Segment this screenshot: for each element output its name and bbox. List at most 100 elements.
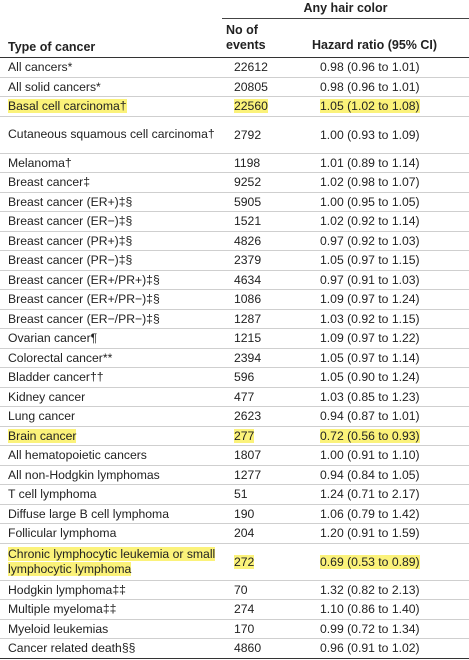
cancer-type-cell: Breast cancer (ER+/PR+)‡§ <box>0 270 226 290</box>
hazard-ratio-cell: 1.20 (0.91 to 1.59) <box>312 523 469 544</box>
events-cell: 1807 <box>226 445 312 466</box>
table-row: Ovarian cancer¶ 1215 1.09 (0.97 to 1.22) <box>0 328 469 349</box>
events-cell: 9252 <box>226 172 312 193</box>
column-group-rule <box>222 18 469 19</box>
cancer-type-cell: Kidney cancer <box>0 387 226 407</box>
cancer-type-cell-text: All solid cancers* <box>8 79 101 94</box>
hazard-ratio-cell: 1.32 (0.82 to 2.13) <box>312 580 469 600</box>
events-cell-text: 596 <box>234 370 255 385</box>
cancer-type-cell: Breast cancer (PR+)‡§ <box>0 231 226 251</box>
table-row: Lung cancer 2623 0.94 (0.87 to 1.01) <box>0 406 469 427</box>
hazard-ratio-cell-text: 1.00 (0.95 to 1.05) <box>320 194 420 209</box>
cancer-type-cell-text: All non-Hodgkin lymphomas <box>8 467 160 482</box>
hazard-ratio-cell: 0.96 (0.91 to 1.02) <box>312 638 469 659</box>
table-row: Cancer related death§§ 4860 0.96 (0.91 to … <box>0 638 469 659</box>
hazard-ratio-cell: 0.99 (0.72 to 1.34) <box>312 619 469 639</box>
cancer-type-cell-text: Breast cancer (ER+)‡§ <box>8 194 133 209</box>
hazard-ratio-cell-text: 1.05 (1.02 to 1.08) <box>320 99 420 114</box>
hazard-ratio-cell-text: 0.69 (0.53 to 0.89) <box>320 554 420 569</box>
cancer-type-cell: Ovarian cancer¶ <box>0 328 226 349</box>
hazard-ratio-cell-text: 1.01 (0.89 to 1.14) <box>320 155 420 170</box>
table-row: T cell lymphoma 51 1.24 (0.71 to 2.17) <box>0 484 469 505</box>
hazard-ratio-cell: 1.09 (0.97 to 1.22) <box>312 328 469 349</box>
events-cell: 1521 <box>226 211 312 232</box>
events-cell-text: 204 <box>234 526 255 541</box>
hazard-ratio-cell-text: 0.98 (0.96 to 1.01) <box>320 60 420 75</box>
events-cell: 4634 <box>226 270 312 290</box>
hazard-ratio-cell-text: 1.32 (0.82 to 2.13) <box>320 582 420 597</box>
cancer-type-cell-text: Breast cancer‡ <box>8 175 90 190</box>
hazard-ratio-cell: 0.94 (0.87 to 1.01) <box>312 406 469 427</box>
hazard-ratio-cell-text: 1.05 (0.97 to 1.14) <box>320 350 420 365</box>
hazard-ratio-cell: 1.00 (0.93 to 1.09) <box>312 116 469 154</box>
column-group-title: Any hair color <box>303 1 388 15</box>
hazard-ratio-cell-text: 0.97 (0.91 to 1.03) <box>320 272 420 287</box>
hazard-ratio-cell-text: 0.99 (0.72 to 1.34) <box>320 621 420 636</box>
cancer-type-cell-text: Breast cancer (ER+/PR−)‡§ <box>8 292 160 307</box>
cancer-type-cell-text: Multiple myeloma‡‡ <box>8 602 117 617</box>
cancer-type-cell-text: Melanoma† <box>8 155 72 170</box>
events-cell-text: 1198 <box>234 155 261 170</box>
cancer-type-cell-text: Lung cancer <box>8 409 76 424</box>
events-cell-text: 22560 <box>234 99 268 114</box>
events-cell-text: 70 <box>234 582 248 597</box>
events-cell-text: 9252 <box>234 175 262 190</box>
column-header-hazard-ratio: Hazard ratio (95% CI) <box>312 38 438 52</box>
events-cell-text: 20805 <box>234 79 268 94</box>
cancer-type-cell: Diffuse large B cell lymphoma <box>0 504 226 524</box>
cancer-type-cell-text: All cancers* <box>8 60 73 75</box>
events-cell-text: 1287 <box>234 311 262 326</box>
hazard-ratio-cell-text: 0.97 (0.92 to 1.03) <box>320 233 420 248</box>
table-row: Colorectal cancer** 2394 1.05 (0.97 to 1.1… <box>0 348 469 368</box>
cancer-type-cell: Basal cell carcinoma† <box>0 96 226 117</box>
events-cell: 51 <box>226 484 312 505</box>
hazard-ratio-cell: 1.05 (0.97 to 1.15) <box>312 250 469 271</box>
cancer-type-cell-text: All hematopoietic cancers <box>8 448 147 463</box>
cancer-type-cell-text: T cell lymphoma <box>8 487 97 502</box>
cancer-type-cell: Cancer related death§§ <box>0 638 226 659</box>
cancer-type-cell-text: Cancer related death§§ <box>8 641 136 656</box>
cancer-type-cell: Breast cancer (PR−)‡§ <box>0 250 226 271</box>
hazard-ratio-cell-text: 1.02 (0.92 to 1.14) <box>320 214 420 229</box>
table-row: Hodgkin lymphoma‡‡ 70 1.32 (0.82 to 2.13) <box>0 580 469 600</box>
cancer-type-cell: Breast cancer (ER+)‡§ <box>0 192 226 212</box>
events-cell-text: 1086 <box>234 292 262 307</box>
hazard-ratio-cell-text: 1.02 (0.98 to 1.07) <box>320 175 420 190</box>
hazard-ratio-cell-text: 0.94 (0.84 to 1.05) <box>320 467 420 482</box>
events-cell: 1086 <box>226 289 312 310</box>
cancer-type-cell: All non-Hodgkin lymphomas <box>0 465 226 485</box>
events-cell: 22560 <box>226 96 312 117</box>
table-row: Basal cell carcinoma† 22560 1.05 (1.02 to … <box>0 96 469 117</box>
hazard-ratio-cell-text: 1.00 (0.91 to 1.10) <box>320 448 420 463</box>
table-row: Follicular lymphoma 204 1.20 (0.91 to 1.59… <box>0 523 469 544</box>
cancer-type-cell-text: Breast cancer (ER+/PR+)‡§ <box>8 272 160 287</box>
events-cell-text: 2792 <box>234 127 262 142</box>
cancer-type-cell-text: Breast cancer (ER−/PR−)‡§ <box>8 311 160 326</box>
hazard-ratio-cell-text: 1.03 (0.92 to 1.15) <box>320 311 420 326</box>
hazard-ratio-cell-text: 1.05 (0.90 to 1.24) <box>320 370 420 385</box>
events-cell: 274 <box>226 599 312 620</box>
events-cell: 22612 <box>226 58 312 78</box>
hazard-ratio-cell: 0.98 (0.96 to 1.01) <box>312 77 469 97</box>
cancer-type-cell-text: Breast cancer (ER−)‡§ <box>8 214 133 229</box>
table-body: All cancers* 22612 0.98 (0.96 to 1.01) All … <box>0 58 469 659</box>
events-cell: 1198 <box>226 153 312 173</box>
cancer-type-cell: Hodgkin lymphoma‡‡ <box>0 580 226 600</box>
hazard-ratio-cell: 0.69 (0.53 to 0.89) <box>312 543 469 581</box>
events-cell-text: 1215 <box>234 331 262 346</box>
hazard-ratio-cell-text: 1.09 (0.97 to 1.24) <box>320 292 420 307</box>
cancer-type-cell-text: Colorectal cancer** <box>8 350 113 365</box>
events-cell-text: 4634 <box>234 272 262 287</box>
hazard-ratio-cell: 1.05 (0.97 to 1.14) <box>312 348 469 368</box>
cancer-type-cell-text: Breast cancer (PR+)‡§ <box>8 233 133 248</box>
hazard-ratio-cell-text: 1.06 (0.79 to 1.42) <box>320 506 420 521</box>
hazard-ratio-cell: 1.03 (0.92 to 1.15) <box>312 309 469 329</box>
events-cell: 1277 <box>226 465 312 485</box>
events-cell: 272 <box>226 543 312 581</box>
cancer-type-cell: All solid cancers* <box>0 77 226 97</box>
hazard-ratio-cell: 1.02 (0.92 to 1.14) <box>312 211 469 232</box>
table-row: Diffuse large B cell lymphoma 190 1.06 (0.… <box>0 504 469 524</box>
cancer-type-cell: Cutaneous squamous cell carcinoma† <box>0 116 226 154</box>
hazard-ratio-cell-text: 1.05 (0.97 to 1.15) <box>320 253 420 268</box>
